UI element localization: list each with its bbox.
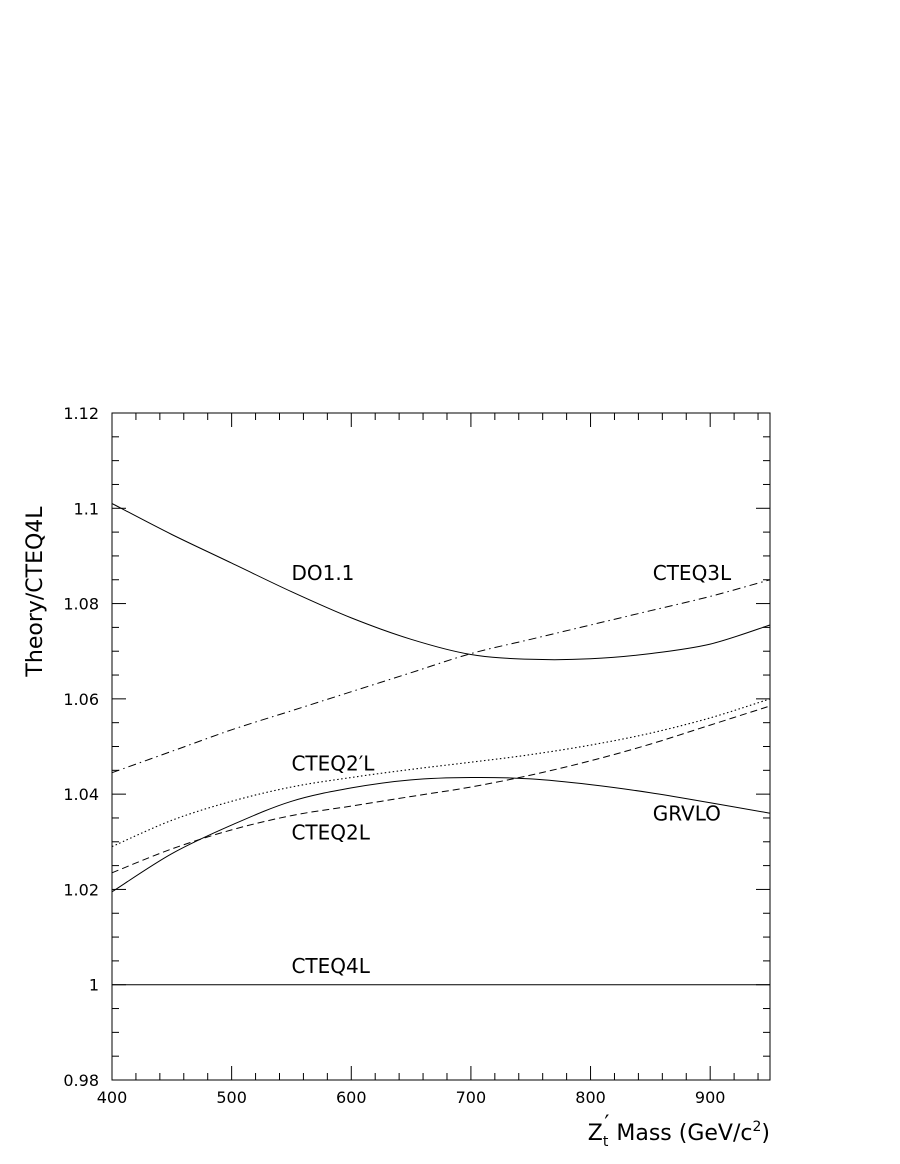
series-label: CTEQ2L (291, 820, 370, 844)
x-tick-label: 900 (695, 1088, 726, 1107)
y-tick-label: 1.02 (63, 880, 99, 899)
x-axis-title-prefix: Z (588, 1121, 603, 1146)
y-tick-label: 1 (89, 976, 99, 995)
series-line (111, 705, 771, 874)
y-tick-label: 0.98 (63, 1071, 99, 1090)
series-label: CTEQ4L (291, 954, 370, 978)
series-label: CTEQ3L (653, 561, 732, 585)
x-tick-label: 800 (575, 1088, 606, 1107)
label-layer: 400 500 600 700 800 900 0.98 1 1.02 1.04 1.06 1.08 1… (63, 404, 732, 1107)
series-layer (111, 503, 771, 986)
y-tick-label: 1.06 (63, 690, 99, 709)
x-tick-label: 600 (336, 1088, 367, 1107)
x-tick-label: 400 (97, 1088, 128, 1107)
y-tick-label: 1.04 (63, 785, 99, 804)
series-label: DO1.1 (291, 561, 354, 585)
y-tick-label: 1.12 (63, 404, 99, 423)
x-axis-title-suffix: ) (761, 1121, 770, 1146)
y-tick-label: 1.1 (74, 499, 99, 518)
series-line (111, 698, 771, 848)
x-axis-title-superscript: 2 (752, 1119, 761, 1135)
series-label: CTEQ2′L (291, 751, 375, 775)
x-axis-title-text: Mass (GeV/c (609, 1121, 752, 1146)
x-tick-label: 700 (456, 1088, 487, 1107)
plot-frame (111, 412, 771, 1081)
series-line (111, 579, 771, 774)
series-line (111, 503, 771, 661)
tick-layer (111, 412, 770, 1081)
x-axis-title-subscript: t (603, 1134, 609, 1150)
x-axis-title: Zt′ Mass (GeV/c2) (588, 1112, 770, 1150)
series-line (111, 776, 771, 893)
x-axis-title-prime: ′ (604, 1112, 609, 1137)
x-tick-label: 500 (216, 1088, 247, 1107)
y-tick-label: 1.08 (63, 595, 99, 614)
series-label: GRVLO (653, 801, 721, 825)
y-axis-title: Theory/CTEQ4L (23, 506, 48, 678)
